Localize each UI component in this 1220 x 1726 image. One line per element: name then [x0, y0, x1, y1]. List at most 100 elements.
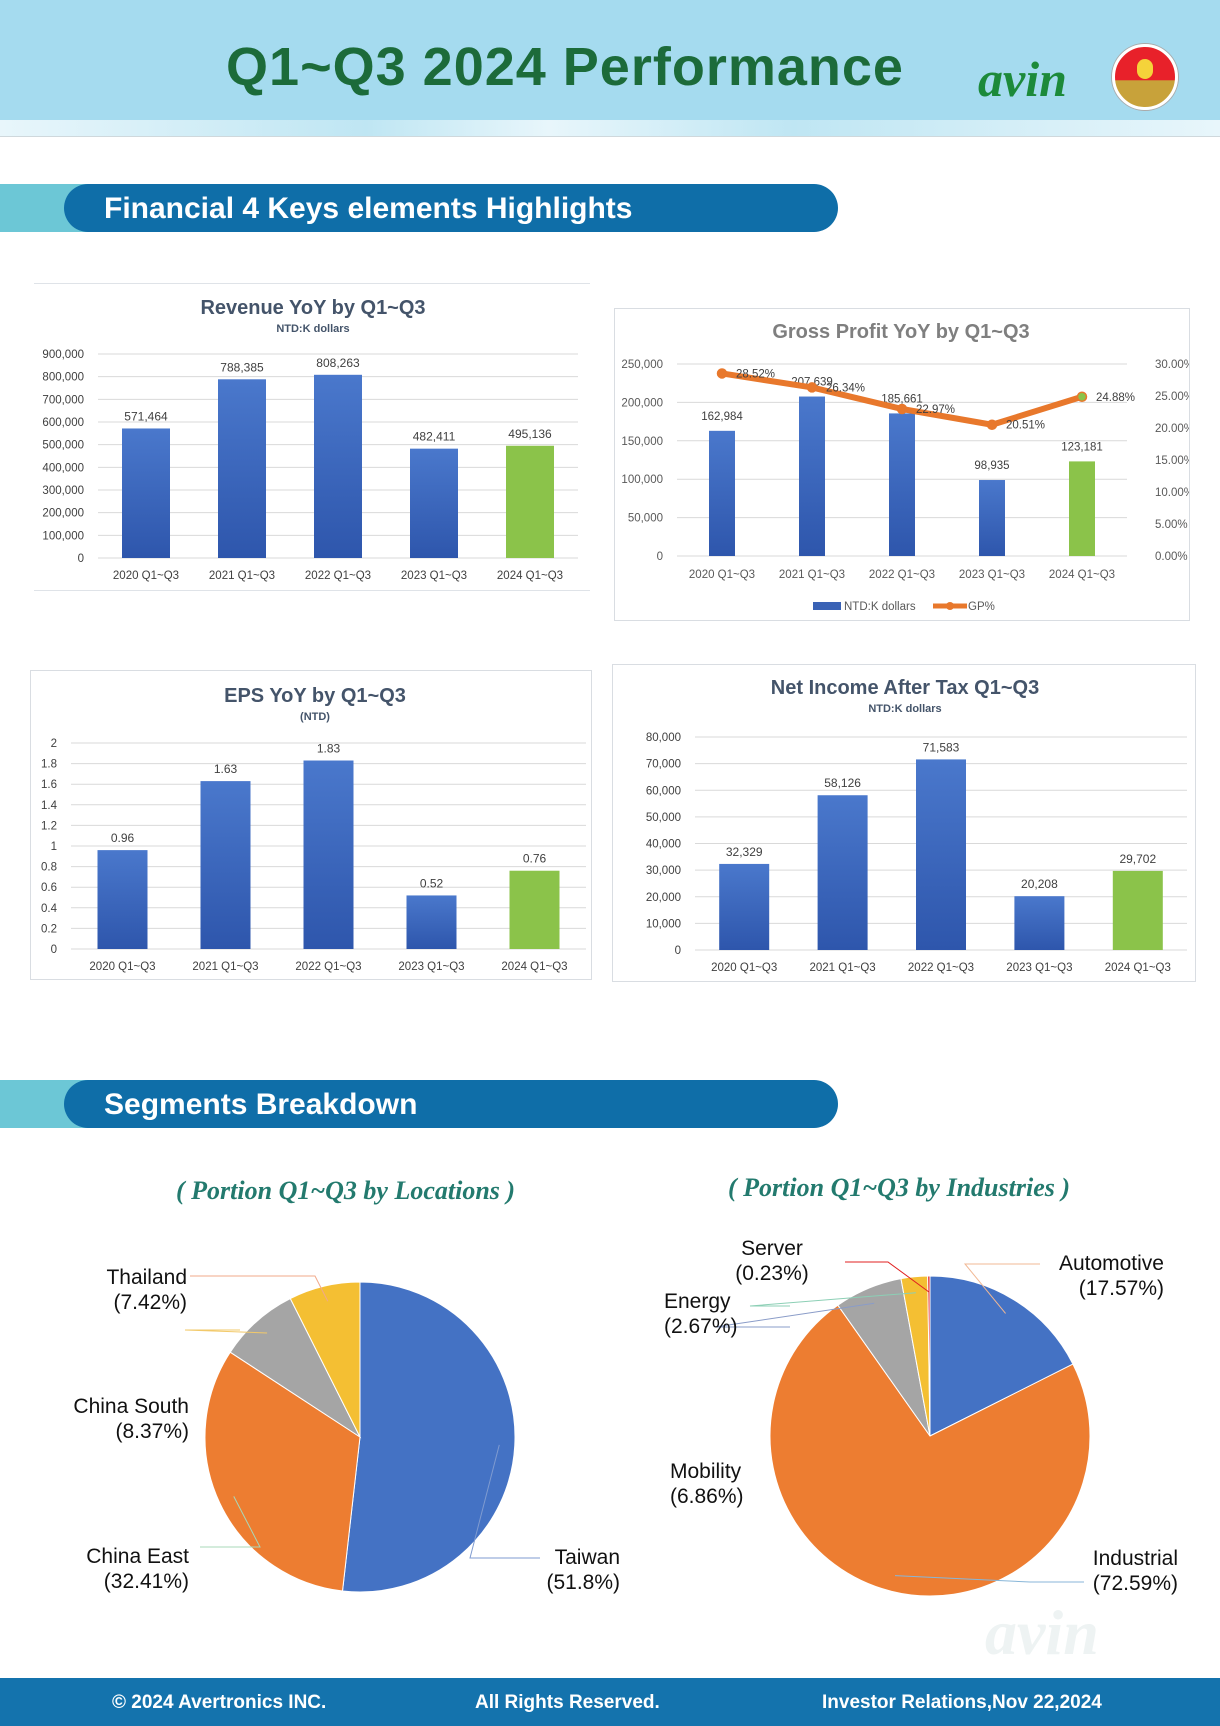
- gp-point: [986, 419, 998, 430]
- y-tick-label: 150,000: [621, 436, 663, 448]
- x-tick-label: 2022 Q1~Q3: [295, 961, 361, 973]
- net-income-chart-svg: Net Income After Tax Q1~Q3 NTD:K dollars 0…: [646, 677, 1187, 974]
- y-tick-label: 0: [675, 945, 681, 957]
- data-label: 32,329: [726, 845, 763, 859]
- bar: [314, 374, 362, 558]
- bar: [1069, 461, 1095, 556]
- data-label: 571,464: [124, 409, 168, 423]
- y-tick-label: 200,000: [621, 397, 663, 409]
- pie-label-name: Automotive: [1059, 1252, 1164, 1275]
- pie-label-value: (8.37%): [115, 1420, 189, 1443]
- industries-pie-title: ( Portion Q1~Q3 by Industries ): [728, 1173, 1071, 1202]
- y-tick-label: 50,000: [628, 513, 663, 525]
- watermark-logo: avin: [985, 1597, 1099, 1668]
- x-tick-label: 2022 Q1~Q3: [305, 570, 371, 582]
- gp-label: 20.51%: [1006, 420, 1045, 432]
- y-tick-label: 40,000: [646, 839, 681, 851]
- y2-tick-label: 15.00%: [1155, 455, 1189, 467]
- gp-point: [1076, 391, 1088, 403]
- data-label: 495,136: [508, 427, 552, 441]
- eps-chart: EPS YoY by Q1~Q3 (NTD) 0 0.2 0.4 0.6 0.8 1 1.2 1.…: [30, 670, 592, 980]
- gp-point: [896, 403, 908, 415]
- pie-label-name: China East: [86, 1545, 189, 1568]
- y2-tick-label: 10.00%: [1155, 487, 1189, 499]
- y-tick-label: 0.8: [41, 862, 57, 874]
- y-tick-label: 100,000: [42, 530, 84, 542]
- legend-swatch-bar: [813, 602, 841, 610]
- y-tick-label: 0.4: [41, 903, 58, 915]
- net-income-chart: Net Income After Tax Q1~Q3 NTD:K dollars 0…: [612, 664, 1196, 982]
- y-tick-label: 1.4: [41, 800, 58, 812]
- x-tick-label: 2021 Q1~Q3: [192, 961, 258, 973]
- pie-label-value: (32.41%): [104, 1570, 189, 1593]
- y-tick-label: 0: [78, 553, 84, 565]
- y-tick-label: 800,000: [42, 372, 84, 384]
- pie-label-name: Mobility: [670, 1460, 742, 1483]
- pie-label-value: (2.67%): [664, 1315, 738, 1338]
- y2-tick-label: 20.00%: [1155, 423, 1189, 435]
- data-label: 0.76: [523, 852, 547, 866]
- leader-line: [714, 1302, 875, 1328]
- pie-label-value: (6.86%): [670, 1485, 744, 1508]
- page-title: Q1~Q3 2024 Performance: [226, 37, 904, 97]
- data-label: 0.52: [420, 876, 444, 890]
- legend-swatch-point: [946, 602, 954, 610]
- chart-title: Gross Profit YoY by Q1~Q3: [772, 321, 1029, 343]
- bar: [406, 895, 457, 949]
- section-segments: Segments Breakdown: [0, 1080, 840, 1128]
- bar: [979, 480, 1005, 556]
- y-tick-label: 400,000: [42, 462, 84, 474]
- chart-subtitle: NTD:K dollars: [868, 703, 941, 715]
- data-label: 123,181: [1061, 441, 1103, 453]
- data-label: 808,263: [316, 356, 360, 370]
- leader-line: [845, 1261, 930, 1293]
- y-tick-label: 600,000: [42, 417, 84, 429]
- data-label: 162,984: [701, 411, 743, 423]
- y2-tick-label: 30.00%: [1155, 359, 1189, 371]
- leader-line: [894, 1575, 1084, 1583]
- y-tick-label: 200,000: [42, 508, 84, 520]
- y-tick-label: 1.2: [41, 820, 57, 832]
- x-tick-label: 2024 Q1~Q3: [497, 570, 563, 582]
- data-label: 1.83: [317, 742, 341, 756]
- locations-pie-title: ( Portion Q1~Q3 by Locations ): [176, 1176, 516, 1205]
- y-tick-label: 100,000: [621, 474, 663, 486]
- x-tick-label: 2020 Q1~Q3: [113, 570, 179, 582]
- y2-tick-label: 25.00%: [1155, 391, 1189, 403]
- x-tick-label: 2023 Q1~Q3: [959, 569, 1025, 581]
- pie-slice: [769, 1304, 1091, 1597]
- y-tick-label: 20,000: [646, 892, 681, 904]
- gross-profit-chart: Gross Profit YoY by Q1~Q3 0 50,000 100,000 1…: [614, 308, 1190, 621]
- y-tick-label: 300,000: [42, 485, 84, 497]
- legend-label: GP%: [968, 601, 995, 613]
- x-tick-label: 2021 Q1~Q3: [810, 962, 876, 974]
- bar: [509, 870, 560, 949]
- y-tick-label: 1: [51, 841, 57, 853]
- chart-title: Net Income After Tax Q1~Q3: [771, 677, 1039, 699]
- pie-label-name: Industrial: [1093, 1547, 1178, 1570]
- x-tick-label: 2024 Q1~Q3: [501, 961, 567, 973]
- bar: [1014, 896, 1065, 950]
- y-tick-label: 30,000: [646, 865, 681, 877]
- bar: [218, 379, 266, 558]
- y-tick-label: 1.8: [41, 759, 57, 771]
- leader-line: [200, 1496, 261, 1548]
- bar: [410, 448, 458, 558]
- leader-line: [749, 1292, 916, 1307]
- pie-slice: [289, 1281, 361, 1438]
- x-tick-label: 2023 Q1~Q3: [401, 570, 467, 582]
- industries-pie-svg: Automotive(17.57%) Industrial(72.59%) Mobi…: [664, 1237, 1178, 1597]
- x-tick-label: 2022 Q1~Q3: [869, 569, 935, 581]
- x-tick-label: 2021 Q1~Q3: [209, 570, 275, 582]
- y-tick-label: 60,000: [646, 785, 681, 797]
- y-tick-label: 0: [51, 944, 57, 956]
- bar: [719, 863, 770, 950]
- gp-label: 28.52%: [736, 368, 775, 380]
- logo-badge-icon: [1112, 44, 1178, 110]
- y-tick-label: 2: [51, 738, 57, 750]
- footer-copyright: © 2024 Avertronics INC.: [112, 1692, 327, 1713]
- data-label: 1.63: [214, 762, 238, 776]
- chart-title: Revenue YoY by Q1~Q3: [200, 297, 425, 319]
- pie-label-name: China South: [73, 1395, 189, 1418]
- y-tick-label: 250,000: [621, 359, 663, 371]
